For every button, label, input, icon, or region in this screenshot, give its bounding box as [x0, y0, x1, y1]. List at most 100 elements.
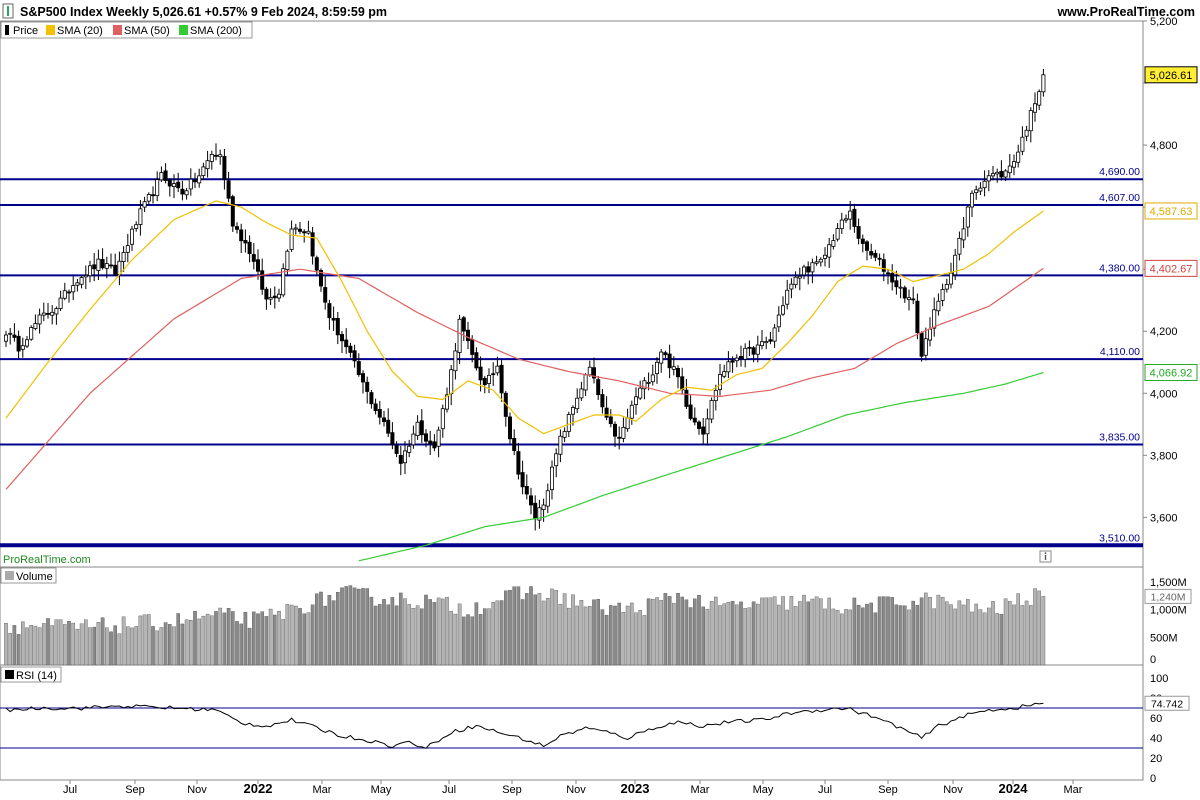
candle-body	[314, 257, 319, 271]
volume-bar	[617, 602, 621, 666]
candle-body	[583, 374, 588, 391]
volume-bar	[827, 597, 831, 666]
volume-bar	[1033, 588, 1037, 666]
rsi-label[interactable]: RSI (14)	[16, 670, 57, 682]
legend-sma50-swatch	[113, 25, 122, 35]
candle-body	[915, 300, 920, 334]
candle	[37, 308, 42, 334]
candle-body	[29, 327, 34, 340]
legend-sma50-label[interactable]: SMA (50)	[124, 25, 170, 37]
volume-bar	[247, 627, 252, 666]
volume-bar	[869, 602, 873, 666]
candle-body	[516, 451, 521, 475]
candle	[360, 370, 365, 394]
candle-body	[1012, 161, 1017, 168]
candle	[344, 328, 349, 354]
candle	[562, 427, 567, 443]
price-badge-box	[1144, 202, 1198, 220]
volume-bar	[609, 605, 613, 666]
candle-body	[92, 264, 97, 270]
candle-body	[348, 345, 353, 353]
volume-bar	[890, 597, 894, 666]
candle	[974, 185, 979, 200]
candle	[482, 375, 487, 394]
candle-body	[919, 332, 924, 357]
candle	[239, 223, 244, 254]
candle	[104, 256, 109, 279]
volume-label-frame	[0, 567, 57, 584]
candle	[75, 278, 80, 292]
volume-bar	[193, 611, 197, 666]
candle	[134, 221, 139, 232]
volume-bar	[525, 593, 529, 666]
candle-body	[339, 334, 344, 342]
volume-bar	[4, 622, 8, 666]
candle	[293, 223, 298, 235]
volume-bar	[1037, 590, 1041, 666]
volume-bar	[146, 614, 151, 666]
volume-bar	[697, 595, 701, 666]
candle	[768, 331, 773, 345]
volume-label[interactable]: Volume	[16, 571, 53, 583]
volume-bar	[793, 606, 798, 666]
candle-body	[512, 437, 517, 451]
candle-body	[739, 356, 744, 359]
candle-body	[991, 173, 996, 177]
volume-bar	[684, 599, 689, 666]
volume-bar	[659, 600, 663, 666]
candle-body	[218, 154, 223, 158]
volume-bar	[209, 615, 214, 666]
candle-body	[890, 272, 895, 283]
legend-price-label[interactable]: Price	[13, 25, 38, 37]
candle	[802, 264, 807, 280]
candle-body	[344, 339, 349, 348]
candle-body	[205, 160, 210, 170]
candle-body	[411, 433, 416, 446]
site-url[interactable]: www.ProRealTime.com	[1056, 5, 1195, 19]
volume-bar	[693, 598, 697, 666]
volume-bar	[483, 608, 487, 666]
volume-bar	[873, 612, 878, 666]
candle	[281, 263, 286, 298]
candle	[46, 303, 51, 319]
candle	[642, 377, 647, 400]
candle	[760, 330, 765, 350]
candle-body	[360, 373, 365, 383]
legend-sma20-label[interactable]: SMA (20)	[57, 25, 103, 37]
candle-body	[79, 277, 84, 285]
volume-bar	[75, 628, 80, 666]
candle	[125, 233, 130, 263]
volume-bar	[575, 605, 579, 666]
candle	[8, 327, 13, 345]
candle-body	[541, 504, 546, 511]
volume-bar	[104, 627, 109, 666]
candle	[667, 344, 672, 379]
candle-body	[844, 218, 849, 221]
candle-body	[558, 435, 563, 455]
volume-bar	[445, 596, 449, 666]
volume-bar	[331, 600, 336, 666]
candle-body	[71, 285, 76, 293]
candle-body	[554, 453, 559, 467]
volume-bar	[520, 599, 525, 666]
candle-body	[184, 190, 189, 196]
info-icon[interactable]	[1039, 550, 1052, 563]
candle	[520, 460, 525, 495]
candle	[1016, 144, 1021, 168]
volume-bar	[932, 608, 936, 666]
legend-sma200-label[interactable]: SMA (200)	[190, 25, 242, 37]
volume-bar	[558, 603, 563, 666]
candle-body	[373, 403, 378, 411]
candle-body	[865, 241, 870, 251]
candle-body	[907, 297, 912, 300]
candle	[339, 331, 344, 353]
candle-body	[58, 297, 63, 309]
candle-body	[423, 433, 428, 442]
candle-body	[537, 507, 542, 521]
candle-body	[982, 180, 987, 189]
volume-bar	[361, 588, 365, 666]
volume-bar	[596, 599, 600, 666]
volume-bar	[453, 613, 458, 666]
candle	[604, 396, 609, 421]
